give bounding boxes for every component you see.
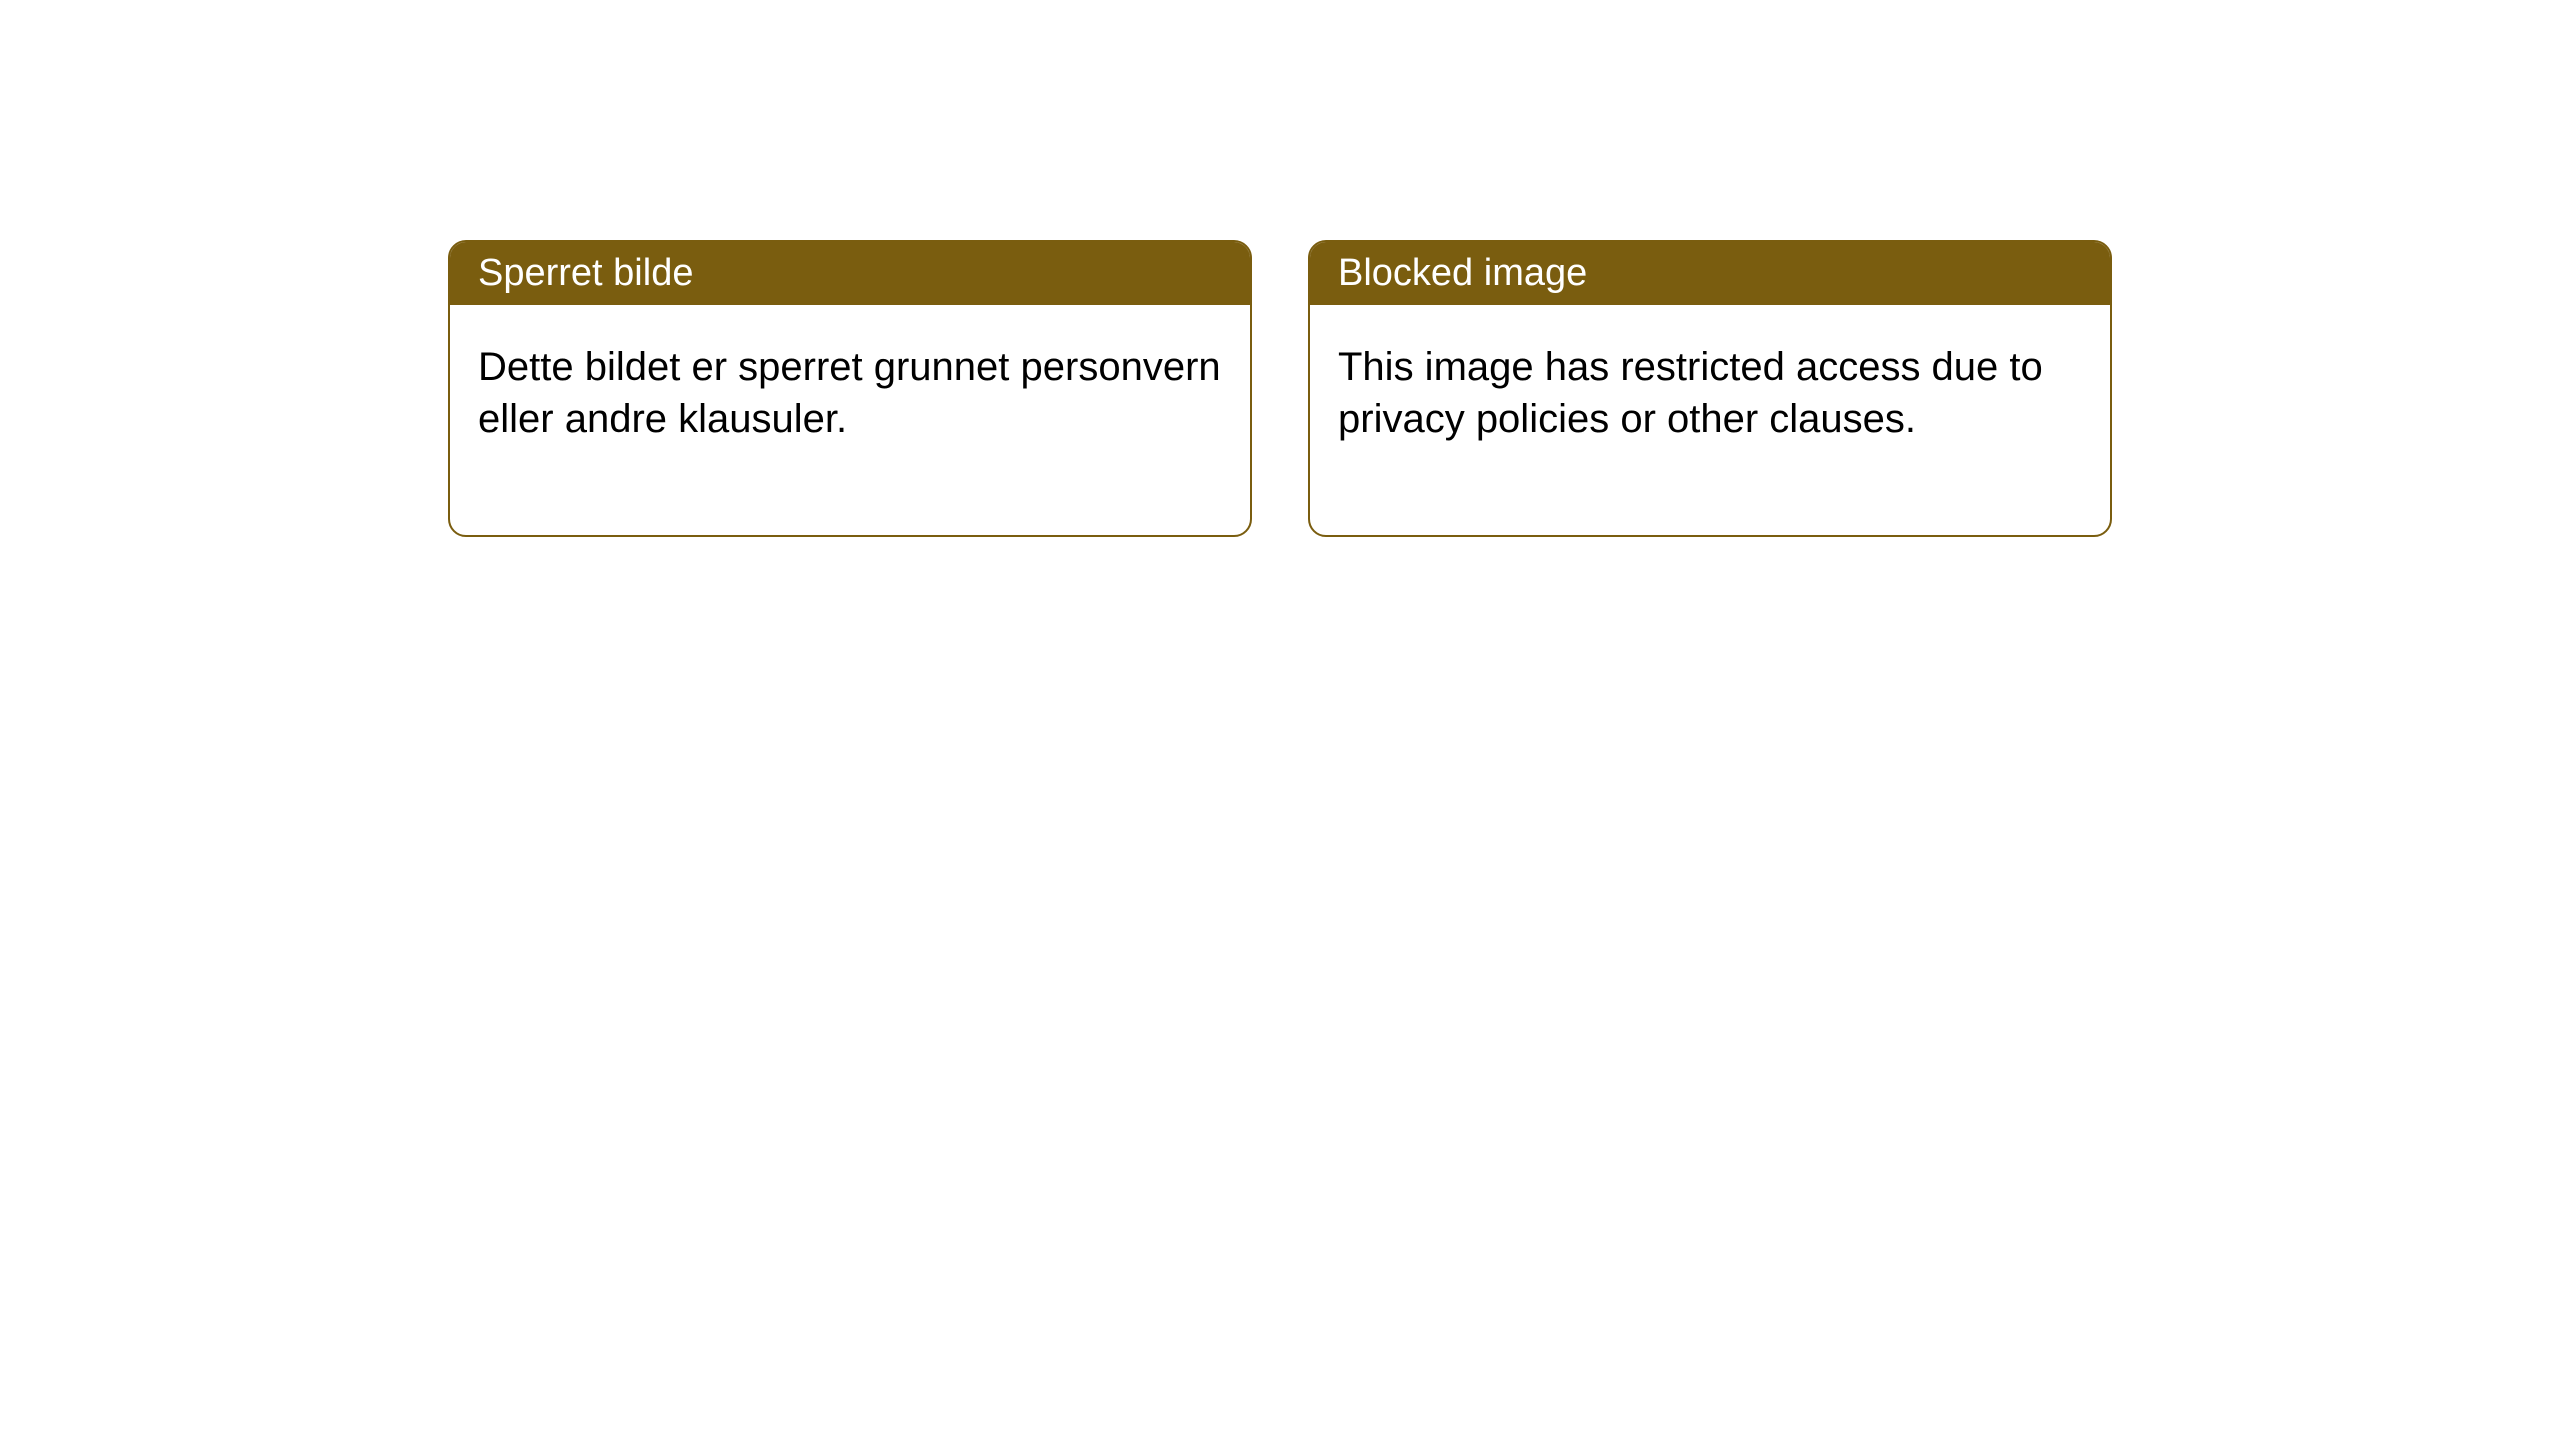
notice-body: This image has restricted access due to … [1310,305,2110,535]
notice-title: Blocked image [1338,252,1587,294]
notice-title: Sperret bilde [478,252,693,294]
notice-card-english: Blocked image This image has restricted … [1308,240,2112,537]
notice-text: This image has restricted access due to … [1338,345,2043,441]
notice-body: Dette bildet er sperret grunnet personve… [450,305,1250,535]
notice-container: Sperret bilde Dette bildet er sperret gr… [0,0,2560,537]
notice-text: Dette bildet er sperret grunnet personve… [478,345,1221,441]
notice-header: Blocked image [1310,242,2110,305]
notice-header: Sperret bilde [450,242,1250,305]
notice-card-norwegian: Sperret bilde Dette bildet er sperret gr… [448,240,1252,537]
